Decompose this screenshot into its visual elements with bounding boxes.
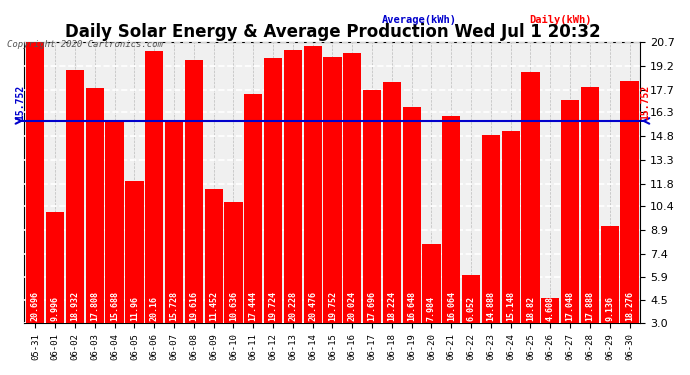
Bar [26,42,44,323]
Text: 18.224: 18.224 [387,291,396,321]
Text: 19.616: 19.616 [189,291,198,321]
Bar [126,181,144,323]
Text: 18.82: 18.82 [526,296,535,321]
Text: 15.752: 15.752 [640,84,650,120]
Bar [600,226,619,323]
Text: 11.96: 11.96 [130,296,139,321]
Text: 14.888: 14.888 [486,291,495,321]
Text: 11.452: 11.452 [209,291,218,321]
Text: 6.052: 6.052 [466,296,475,321]
Text: Average(kWh): Average(kWh) [382,15,457,26]
Bar [185,60,203,323]
Bar [106,122,124,323]
Text: 15.688: 15.688 [110,291,119,321]
Bar [482,135,500,323]
Bar [284,50,302,323]
Bar [66,70,84,323]
Text: Daily(kWh): Daily(kWh) [529,15,592,26]
Text: 18.276: 18.276 [625,291,634,321]
Bar [324,57,342,323]
Text: 4.608: 4.608 [546,296,555,321]
Bar [561,100,579,323]
Bar [620,81,639,323]
Bar [46,212,64,323]
Text: 20.696: 20.696 [31,291,40,321]
Bar [204,189,223,323]
Text: 17.048: 17.048 [566,291,575,321]
Text: 16.648: 16.648 [407,291,416,321]
Bar [224,202,242,323]
Bar [264,58,282,323]
Bar [165,121,183,323]
Bar [541,298,560,323]
Bar [462,275,480,323]
Text: 7.984: 7.984 [427,296,436,321]
Bar [383,82,401,323]
Text: 17.808: 17.808 [90,291,99,321]
Bar [522,72,540,323]
Bar [304,46,322,323]
Bar [442,116,460,323]
Bar [343,53,362,323]
Bar [502,130,520,323]
Text: 20.476: 20.476 [308,291,317,321]
Text: 20.16: 20.16 [150,296,159,321]
Text: 18.932: 18.932 [70,291,79,321]
Bar [86,88,104,323]
Bar [402,107,421,323]
Text: 9.136: 9.136 [605,296,614,321]
Bar [422,244,441,323]
Text: 17.444: 17.444 [248,291,258,321]
Text: 15.752: 15.752 [15,84,25,120]
Text: 19.752: 19.752 [328,291,337,321]
Text: 17.696: 17.696 [368,291,377,321]
Bar [363,90,381,323]
Text: 20.024: 20.024 [348,291,357,321]
Text: 19.724: 19.724 [268,291,277,321]
Text: Copyright 2020 Cartronics.com: Copyright 2020 Cartronics.com [7,40,163,49]
Bar [145,51,164,323]
Text: 17.888: 17.888 [585,291,594,321]
Text: 20.228: 20.228 [288,291,297,321]
Text: 9.996: 9.996 [50,296,59,321]
Text: 10.636: 10.636 [229,291,238,321]
Title: Daily Solar Energy & Average Production Wed Jul 1 20:32: Daily Solar Energy & Average Production … [65,23,600,41]
Bar [244,94,262,323]
Bar [581,87,599,323]
Text: 16.064: 16.064 [446,291,456,321]
Text: 15.728: 15.728 [170,291,179,321]
Text: 15.148: 15.148 [506,291,515,321]
